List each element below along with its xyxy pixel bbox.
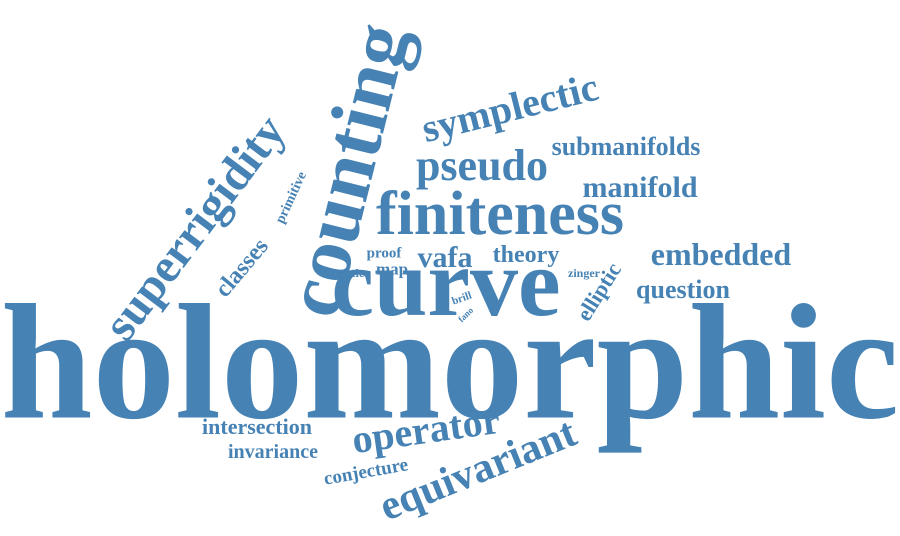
word-theory: theory <box>492 242 560 268</box>
word-proof: proof <box>366 245 402 262</box>
word-article: article <box>331 266 365 280</box>
word-invariance: invariance <box>228 441 318 463</box>
word-pseudo: pseudo <box>415 141 549 190</box>
word-embedded: embedded <box>650 236 792 272</box>
word-submanifolds: submanifolds <box>551 132 701 161</box>
word-map: map <box>375 259 409 279</box>
word-question: question <box>636 275 730 304</box>
word-zinger: zinger <box>568 266 600 280</box>
word-intersection: intersection <box>202 414 312 439</box>
word-finiteness: finiteness <box>376 180 624 248</box>
word-manifold: manifold <box>582 171 698 204</box>
word-vafa: vafa <box>417 241 473 274</box>
word-holomorphic: holomorphic <box>0 270 900 454</box>
word-curve: curve <box>331 229 561 336</box>
